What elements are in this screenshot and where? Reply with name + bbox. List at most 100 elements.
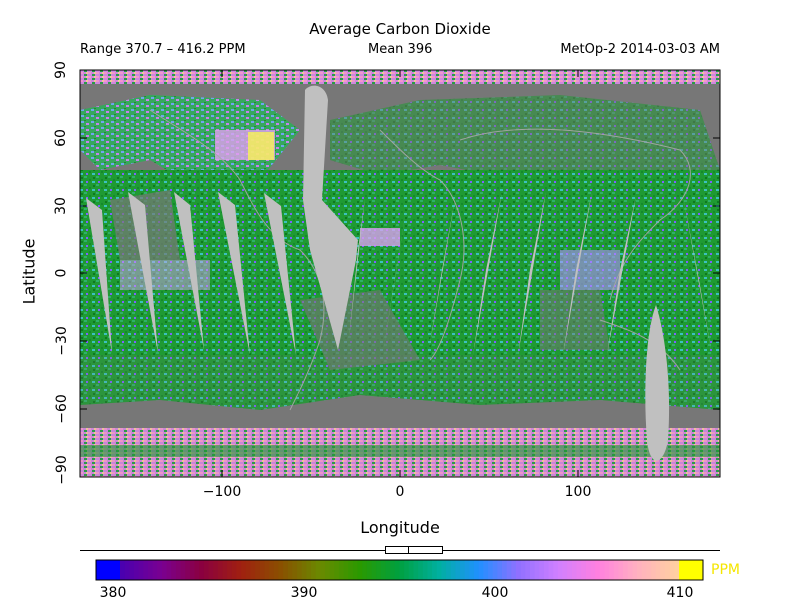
- colorbar-segment: [138, 560, 144, 580]
- slider-center-mark: [408, 546, 409, 554]
- colorbar-tick-label: 410: [666, 585, 694, 601]
- colorbar-segment: [474, 560, 480, 580]
- colorbar-segment: [385, 560, 391, 580]
- colorbar-segment: [310, 560, 317, 580]
- colorbar-segment: [599, 560, 606, 580]
- colorbar-segment: [595, 560, 601, 580]
- colorbar-segment: [585, 560, 592, 580]
- colorbar-segment: [255, 560, 261, 580]
- colorbar: [96, 560, 703, 580]
- colorbar-segment: [627, 560, 634, 580]
- y-tick-label: −30: [53, 326, 70, 356]
- colorbar-segment: [161, 560, 168, 580]
- x-tick-label: 100: [564, 484, 592, 500]
- y-tick-label: 0: [53, 268, 70, 278]
- colorbar-unit: PPM: [711, 562, 740, 578]
- colorbar-segment: [306, 560, 312, 580]
- colorbar-segment: [287, 560, 293, 580]
- colorbar-segment: [292, 560, 298, 580]
- colorbar-segment: [236, 560, 242, 580]
- x-tick-label: −100: [202, 484, 242, 500]
- colorbar-segment: [637, 560, 643, 580]
- colorbar-segment: [390, 560, 396, 580]
- colorbar-segment: [576, 560, 582, 580]
- colorbar-tick-label: 400: [481, 585, 509, 601]
- mean-label: Mean 396: [368, 42, 433, 57]
- colorbar-segment: [492, 560, 498, 580]
- colorbar-segment: [124, 560, 130, 580]
- x-axis-label: Longitude: [360, 518, 440, 537]
- colorbar-segment: [506, 560, 512, 580]
- satellite-date-label: MetOp-2 2014-03-03 AM: [560, 42, 720, 57]
- colorbar-segment: [166, 560, 172, 580]
- colorbar-segment: [231, 560, 238, 580]
- colorbar-segment: [501, 560, 508, 580]
- colorbar-segment: [590, 560, 596, 580]
- colorbar-segment: [548, 560, 554, 580]
- colorbar-segment: [297, 560, 303, 580]
- colorbar-segment: [315, 560, 321, 580]
- colorbar-segment: [301, 560, 307, 580]
- range-label: Range 370.7 – 416.2 PPM: [80, 42, 246, 57]
- colorbar-segment: [529, 560, 536, 580]
- colorbar-segment: [185, 560, 191, 580]
- colorbar-segment: [418, 560, 424, 580]
- colorbar-segment: [404, 560, 410, 580]
- colorbar-segment: [446, 560, 452, 580]
- colorbar-segment: [394, 560, 401, 580]
- colorbar-segment: [562, 560, 568, 580]
- colorbar-segment: [171, 560, 177, 580]
- colorbar-segment: [227, 560, 233, 580]
- colorbar-segment: [497, 560, 503, 580]
- colorbar-segment: [371, 560, 377, 580]
- colorbar-segment: [679, 560, 703, 580]
- colorbar-segment: [613, 560, 620, 580]
- colorbar-segment: [362, 560, 368, 580]
- colorbar-segment: [543, 560, 550, 580]
- colorbar-segment: [460, 560, 466, 580]
- y-tick-label: 90: [52, 61, 69, 79]
- colorbar-segment: [120, 560, 126, 580]
- colorbar-segment: [180, 560, 186, 580]
- map-title: Average Carbon Dioxide: [309, 20, 491, 38]
- colorbar-segment: [413, 560, 419, 580]
- colorbar-segment: [408, 560, 415, 580]
- colorbar-segment: [632, 560, 638, 580]
- colorbar-segment: [189, 560, 196, 580]
- colorbar-segment: [334, 560, 340, 580]
- colorbar-segment: [380, 560, 387, 580]
- colorbar-segment: [553, 560, 559, 580]
- colorbar-segment: [175, 560, 182, 580]
- colorbar-segment: [655, 560, 661, 580]
- colorbar-segment: [669, 560, 675, 580]
- colorbar-segment: [581, 560, 587, 580]
- colorbar-segment: [441, 560, 447, 580]
- colorbar-segment: [571, 560, 578, 580]
- colorbar-segment: [525, 560, 531, 580]
- colorbar-segment: [199, 560, 205, 580]
- colorbar-segment: [539, 560, 545, 580]
- colorbar-segment: [222, 560, 228, 580]
- colorbar-segment: [208, 560, 214, 580]
- colorbar-segment: [618, 560, 624, 580]
- colorbar-segment: [646, 560, 652, 580]
- colorbar-segment: [534, 560, 540, 580]
- colorbar-segment: [432, 560, 438, 580]
- colorbar-segment: [478, 560, 484, 580]
- colorbar-segment: [194, 560, 200, 580]
- colorbar-segment: [157, 560, 163, 580]
- colorbar-segment: [329, 560, 335, 580]
- colorbar-segment: [376, 560, 382, 580]
- slider-handle[interactable]: [385, 546, 443, 554]
- colorbar-segment: [604, 560, 610, 580]
- colorbar-segment: [147, 560, 154, 580]
- colorbar-segment: [96, 560, 120, 580]
- colorbar-segment: [143, 560, 149, 580]
- colorbar-segment: [338, 560, 345, 580]
- colorbar-segment: [520, 560, 526, 580]
- colorbar-segment: [436, 560, 443, 580]
- x-tick-label: 0: [395, 484, 405, 500]
- colorbar-segment: [511, 560, 517, 580]
- colorbar-segment: [352, 560, 359, 580]
